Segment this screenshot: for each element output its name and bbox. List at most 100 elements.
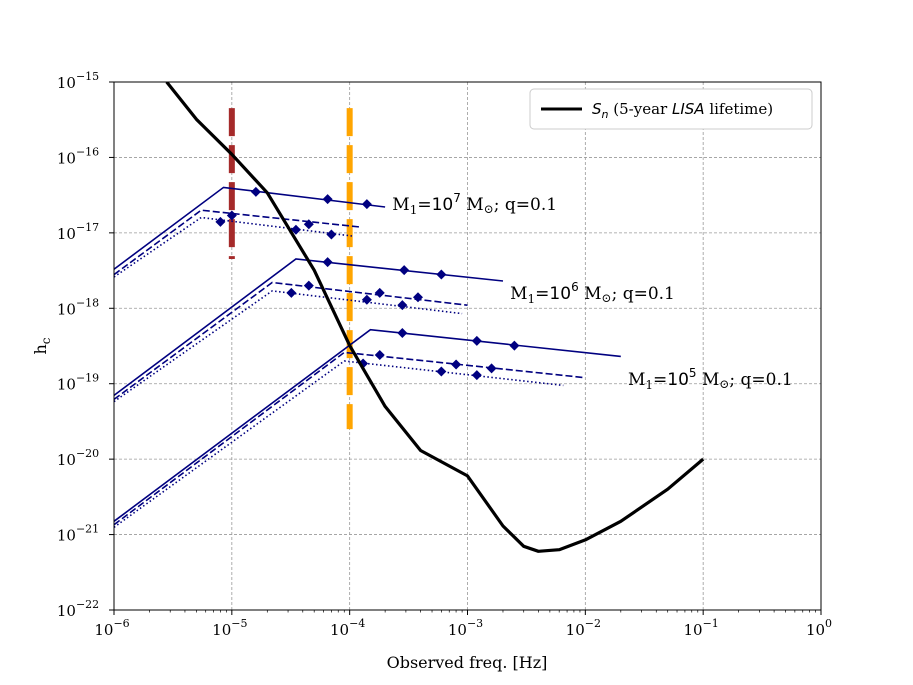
legend-text: Sn (5-year LISA lifetime) xyxy=(592,100,773,121)
y-tick-exponent: −17 xyxy=(76,221,99,234)
x-tick-exponent: −3 xyxy=(467,617,483,630)
y-tick-exponent: −15 xyxy=(76,70,99,83)
track-marker xyxy=(326,229,337,240)
track-label-eq: =10 xyxy=(417,195,453,215)
track-labels: M1=107 M⊙; q=0.1M1=106 M⊙; q=0.1M1=105 M… xyxy=(392,191,792,392)
track-marker xyxy=(486,363,497,374)
x-tick-exponent: −4 xyxy=(349,617,365,630)
track-marker xyxy=(436,269,447,280)
track-label-unit: M xyxy=(579,284,602,304)
ticks: 10−6 10−5 10−4 10−3 10−2 10−1 10010−2210−2110−… xyxy=(57,70,832,639)
track-label-sun: ⊙ xyxy=(719,377,729,391)
track-marker xyxy=(471,370,482,381)
track-line-dotted xyxy=(114,216,355,278)
track-label-sub: 1 xyxy=(410,203,418,217)
track-label-prefix: M xyxy=(510,284,527,304)
y-tick-exponent: −16 xyxy=(76,145,99,158)
x-tick-label: 100 xyxy=(806,617,832,639)
track-marker xyxy=(412,292,423,303)
x-tick-exponent: −2 xyxy=(585,617,601,630)
track-marker xyxy=(374,350,385,361)
x-tick-label: 10−4 xyxy=(330,617,365,639)
x-tick-exponent: −5 xyxy=(231,617,247,630)
vertical-lines xyxy=(228,108,353,430)
track-marker xyxy=(361,294,372,305)
track-label-eq: =10 xyxy=(653,370,689,390)
legend-symbol: S xyxy=(592,100,602,118)
y-tick-base: 10 xyxy=(57,74,76,92)
y-tick-label: 10−21 xyxy=(57,523,99,545)
track-marker xyxy=(436,366,447,377)
legend-symbol-sub: n xyxy=(602,108,609,121)
track-marker xyxy=(226,210,237,221)
track-label-eq: =10 xyxy=(535,284,571,304)
track-label: M1=105 M⊙; q=0.1 xyxy=(628,366,793,392)
x-tick-exponent: −6 xyxy=(113,617,129,630)
y-tick-label: 10−22 xyxy=(57,598,99,620)
track-marker xyxy=(322,194,333,205)
track-label-suffix: ; q=0.1 xyxy=(729,370,792,390)
x-tick-label: 10−1 xyxy=(684,617,719,639)
track-marker xyxy=(374,287,385,298)
track-marker xyxy=(361,199,372,210)
x-tick-base: 10 xyxy=(94,621,113,639)
track-marker xyxy=(286,287,297,298)
y-tick-exponent: −20 xyxy=(76,447,99,460)
track xyxy=(114,328,621,528)
legend-text-italic: LISA xyxy=(672,100,705,118)
y-tick-base: 10 xyxy=(57,602,76,620)
x-tick-exponent: 0 xyxy=(825,617,832,630)
track-line-solid xyxy=(114,258,504,397)
track-marker xyxy=(397,300,408,311)
track-line-dashed xyxy=(114,351,586,526)
x-tick-base: 10 xyxy=(448,621,467,639)
x-tick-label: 10−2 xyxy=(566,617,601,639)
y-tick-exponent: −21 xyxy=(76,523,99,536)
y-tick-exponent: −18 xyxy=(76,296,99,309)
track-label-exp: 6 xyxy=(571,280,579,294)
track-label-sub: 1 xyxy=(528,292,536,306)
track-label-unit: M xyxy=(461,195,484,215)
x-axis-label: Observed freq. [Hz] xyxy=(387,653,548,672)
x-tick-label: 10−3 xyxy=(448,617,483,639)
sensitivity-layer xyxy=(165,82,705,553)
track-marker xyxy=(303,280,314,291)
y-tick-base: 10 xyxy=(57,149,76,167)
track-label-prefix: M xyxy=(392,195,409,215)
sensitivity-curve xyxy=(165,82,705,553)
x-tick-base: 10 xyxy=(212,621,231,639)
track-line-dashed xyxy=(114,209,360,276)
track xyxy=(114,257,504,403)
track xyxy=(114,186,386,278)
y-tick-base: 10 xyxy=(57,225,76,243)
track-marker xyxy=(451,359,462,370)
track-label-exp: 7 xyxy=(453,191,461,205)
y-tick-base: 10 xyxy=(57,300,76,318)
legend: Sn (5-year LISA lifetime) xyxy=(529,88,813,130)
y-tick-label: 10−15 xyxy=(57,70,99,92)
track-marker xyxy=(303,219,314,230)
track-marker xyxy=(250,186,261,197)
track-marker xyxy=(322,257,333,268)
y-tick-exponent: −22 xyxy=(76,598,99,611)
track-line-dotted xyxy=(114,360,564,528)
track-label-unit: M xyxy=(697,370,720,390)
tracks xyxy=(114,186,621,528)
legend-text-after: lifetime) xyxy=(705,100,774,118)
x-tick-label: 10−5 xyxy=(212,617,247,639)
plot-background xyxy=(114,82,821,610)
legend-text-before: (5-year xyxy=(609,100,672,118)
y-tick-base: 10 xyxy=(57,376,76,394)
track-marker xyxy=(471,335,482,346)
x-tick-base: 10 xyxy=(684,621,703,639)
track-label-prefix: M xyxy=(628,370,645,390)
y-axis-label-sub: c xyxy=(39,337,53,344)
track-label-suffix: ; q=0.1 xyxy=(612,284,675,304)
y-tick-label: 10−19 xyxy=(57,372,99,394)
track-label-suffix: ; q=0.1 xyxy=(494,195,557,215)
track-label-sun: ⊙ xyxy=(602,291,612,305)
y-tick-label: 10−16 xyxy=(57,145,99,167)
track-label: M1=106 M⊙; q=0.1 xyxy=(510,280,675,306)
track-line-dashed xyxy=(114,281,468,401)
track-marker xyxy=(290,224,301,235)
